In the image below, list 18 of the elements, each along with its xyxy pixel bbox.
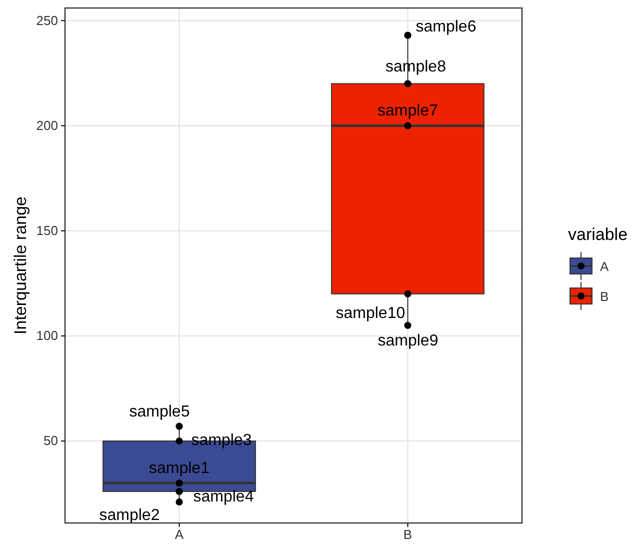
annotation: sample4 <box>193 488 254 506</box>
legend-label: A <box>600 259 609 274</box>
annotation: sample7 <box>378 102 438 120</box>
y-tick-label: 150 <box>36 222 58 238</box>
annotation: sample5 <box>129 403 190 420</box>
annotation: sample6 <box>416 18 476 36</box>
y-tick-label: 100 <box>36 328 58 344</box>
annotation: sample2 <box>99 506 160 524</box>
annotation: sample3 <box>191 432 252 450</box>
annotation: sample1 <box>149 460 210 478</box>
y-tick-label: 250 <box>36 12 58 28</box>
y-tick-label: 200 <box>36 118 58 133</box>
annotation: sample10 <box>336 304 406 322</box>
y-axis-title: Interquartile range <box>11 196 30 334</box>
legend-title: variable <box>568 225 628 244</box>
legend-label: B <box>600 289 609 304</box>
y-tick-label: 50 <box>44 433 58 448</box>
annotation: sample9 <box>378 332 438 350</box>
